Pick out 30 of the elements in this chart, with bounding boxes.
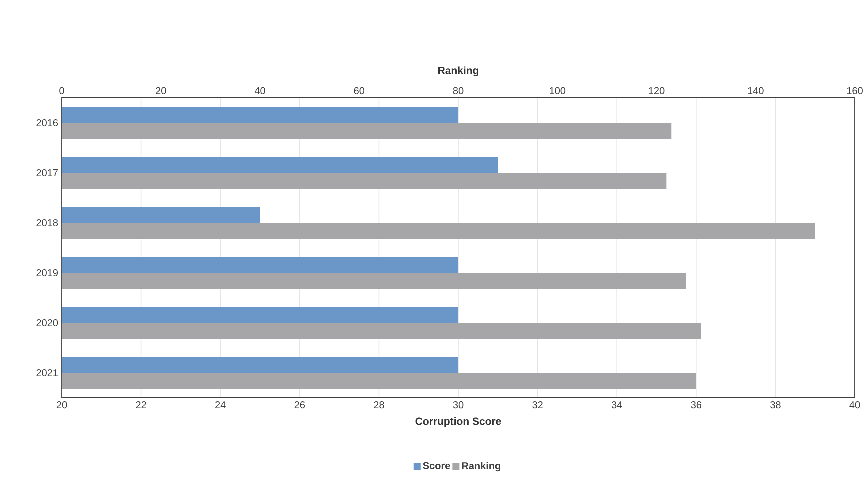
x2-tick-label: 160 (847, 87, 863, 94)
legend-label: Score (423, 462, 450, 470)
x-tick-label: 28 (374, 402, 384, 409)
x2-axis-title: Ranking (438, 66, 479, 77)
x-tick-label: 24 (216, 402, 226, 409)
y-tick-label: 2017 (36, 169, 58, 177)
x-tick-label: 26 (294, 402, 306, 409)
x-tick-label: 38 (770, 402, 781, 409)
x2-tick-label: 80 (453, 87, 464, 94)
x-tick-label: 34 (612, 402, 622, 409)
x2-tick-label: 0 (60, 87, 64, 94)
x2-tick-label: 20 (156, 87, 166, 94)
x-tick-label: 36 (691, 402, 702, 409)
x-tick-label: 20 (56, 402, 68, 409)
x-tick-label: 30 (453, 402, 464, 409)
x2-tick-label: 100 (550, 87, 566, 94)
x2-tick-label: 40 (254, 87, 266, 94)
y-tick-label: 2016 (36, 119, 58, 127)
y-tick-label: 2021 (36, 369, 58, 377)
x-tick-label: 40 (850, 402, 860, 409)
x2-tick-label: 60 (354, 87, 365, 94)
x-tick-label: 32 (532, 402, 543, 409)
legend-label: Ranking (462, 462, 500, 472)
x2-tick-label: 140 (748, 87, 764, 94)
x2-tick-label: 120 (649, 87, 665, 94)
y-tick-label: 2020 (36, 319, 58, 327)
x-tick-label: 22 (136, 402, 146, 409)
x-axis-title: Corruption Score (416, 417, 502, 428)
y-tick-label: 2018 (36, 219, 58, 227)
y-tick-label: 2019 (36, 269, 58, 277)
